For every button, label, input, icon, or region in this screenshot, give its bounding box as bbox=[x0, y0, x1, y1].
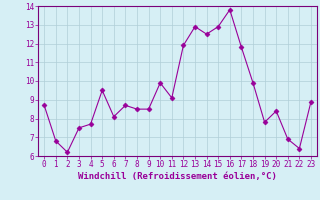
X-axis label: Windchill (Refroidissement éolien,°C): Windchill (Refroidissement éolien,°C) bbox=[78, 172, 277, 181]
